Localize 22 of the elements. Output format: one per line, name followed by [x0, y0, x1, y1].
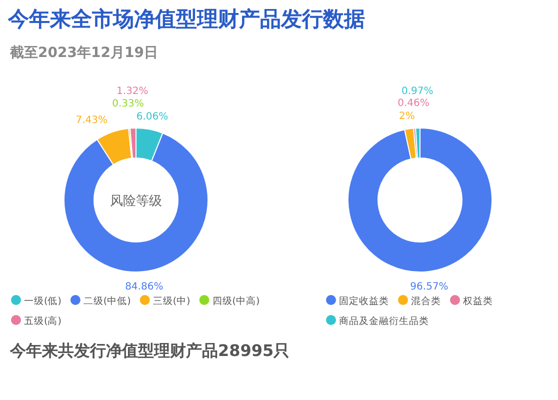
data-label: 1.32%: [116, 86, 148, 98]
data-label: 0.46%: [398, 98, 430, 110]
legend-label: 权益类: [462, 295, 493, 307]
legend-label: 一级(低): [24, 295, 62, 307]
legend-label: 固定收益类: [339, 295, 389, 307]
legend-label: 二级(中低): [83, 295, 131, 307]
data-label: 84.86%: [125, 282, 164, 293]
legend-label: 四级(中高): [212, 295, 260, 307]
legend-label: 三级(中): [152, 295, 190, 307]
data-label: 2%: [398, 111, 415, 122]
data-label: 6.06%: [136, 112, 168, 123]
data-label: 96.57%: [410, 282, 448, 292]
data-label: 0.97%: [401, 86, 434, 98]
data-label: 7.43%: [76, 114, 108, 126]
chart-subtitle: 截至2023年12月19日: [9, 45, 158, 61]
data-label: 0.33%: [112, 98, 144, 110]
legend-label: 商品及金融衍生品类: [339, 315, 429, 327]
legend-label: 五级(高): [24, 315, 62, 327]
legend-label: 混合类: [411, 295, 441, 307]
chart-title: 今年来全市场净值型理财产品发行数据: [7, 7, 365, 31]
text: 今年来共发行净值型理财产品28995只: [9, 341, 290, 360]
text: 风险等级: [110, 194, 162, 209]
